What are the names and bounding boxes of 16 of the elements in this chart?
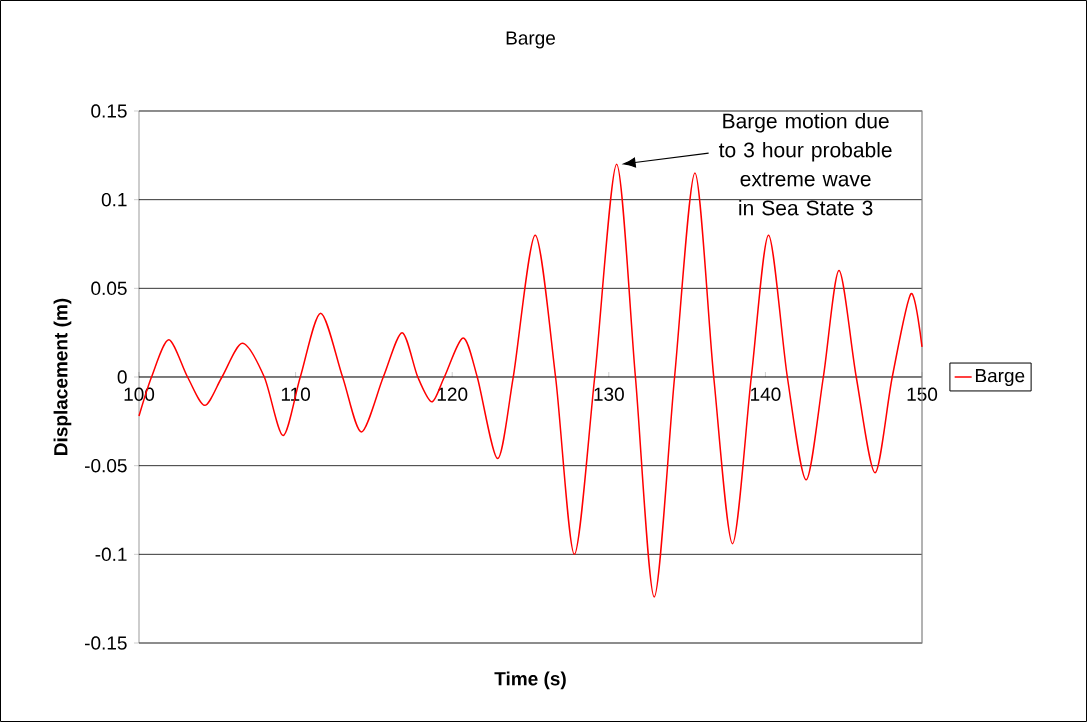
y-axis-title: Displacement (m) [53,298,72,455]
y-tick-label: 0.15 [91,104,127,118]
annotation: Barge motion due to 3 hour probable extreme wave in Sea State 3 [718,112,892,216]
y-tick-label: 0.1 [101,192,127,207]
legend-label: Barge [975,369,1025,387]
y-tick-label: -0.15 [85,636,127,650]
x-tick-label: 130 [594,387,624,401]
x-axis-title: Time (s) [494,671,566,690]
y-tick-label: 0.05 [91,281,127,296]
y-tick-label: -0.1 [95,547,127,562]
x-tick-label: 150 [907,387,938,401]
chart-title: Barge [506,31,555,49]
x-tick-label: 140 [751,387,781,401]
x-tick-label: 120 [437,387,468,401]
y-tick-label: 0 [117,370,127,384]
y-tick-label: -0.05 [85,458,127,473]
